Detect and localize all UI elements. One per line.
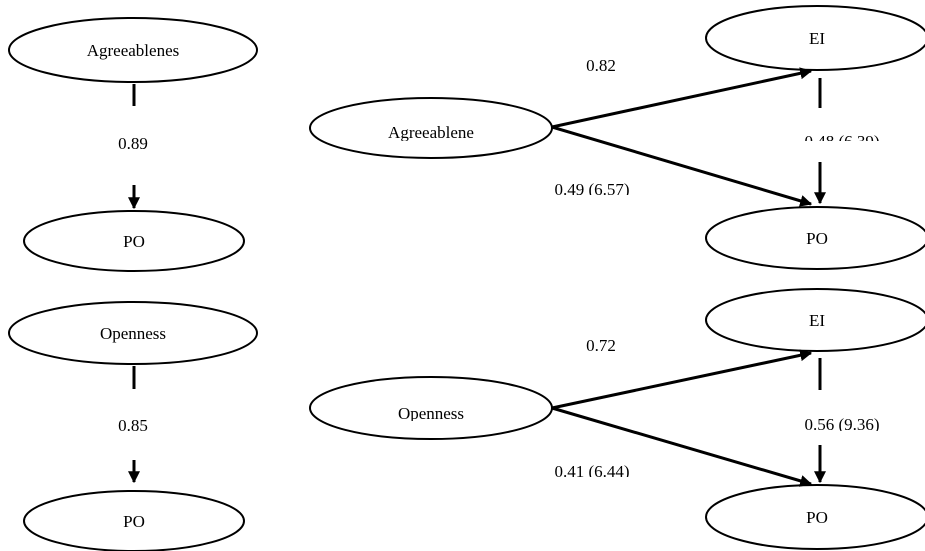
node-po-left-top <box>23 210 245 272</box>
coef-ei-po-top: 0.48 (6.39) <box>804 132 879 151</box>
coef-agree-ei: 0.82 <box>586 56 616 75</box>
node-ei-bottom <box>705 288 925 352</box>
node-po-left-top-label: PO <box>123 232 145 251</box>
edge-agree-po-right <box>551 125 813 207</box>
node-po-left-bottom-label: PO <box>123 512 145 531</box>
node-ei-top <box>705 5 925 71</box>
node-agreeableness-left-label: Agreeablenes <box>87 41 180 60</box>
edge-open-po-right <box>551 406 813 487</box>
node-agreeableness-mid-label: Agreeablene <box>388 123 474 142</box>
node-po-right-bottom <box>705 484 925 550</box>
right-agree-model: Agreeablene EI PO 0.82 0.49 (6.57) 0.48 … <box>309 5 925 270</box>
coef-open-po-right: 0.41 (6.44) <box>554 462 629 481</box>
node-po-right-top-label: PO <box>806 229 828 248</box>
node-ei-bottom-label: EI <box>809 311 825 330</box>
coef-agree-po-right: 0.49 (6.57) <box>554 180 629 199</box>
node-po-right-top <box>705 206 925 270</box>
right-open-model: Openness EI PO 0.72 0.41 (6.44) 0.56 (9.… <box>309 288 925 550</box>
node-openness-mid-label: Openness <box>398 404 464 423</box>
node-ei-top-label: EI <box>809 29 825 48</box>
node-agreeableness-left <box>8 17 258 83</box>
node-po-right-bottom-label: PO <box>806 508 828 527</box>
node-po-left-bottom <box>23 490 245 551</box>
left-agree-model: Agreeablenes 0.89 PO <box>8 17 258 272</box>
coef-open-po-left: 0.85 <box>118 416 148 435</box>
edge-agree-ei <box>551 67 813 129</box>
node-openness-left-label: Openness <box>100 324 166 343</box>
edge-open-ei <box>551 349 813 410</box>
node-openness-left <box>8 301 258 365</box>
coef-ei-po-bottom: 0.56 (9.36) <box>804 415 879 434</box>
coef-agree-po-left: 0.89 <box>118 134 148 153</box>
coef-open-ei: 0.72 <box>586 336 616 355</box>
left-open-model: Openness 0.85 PO <box>8 301 258 551</box>
